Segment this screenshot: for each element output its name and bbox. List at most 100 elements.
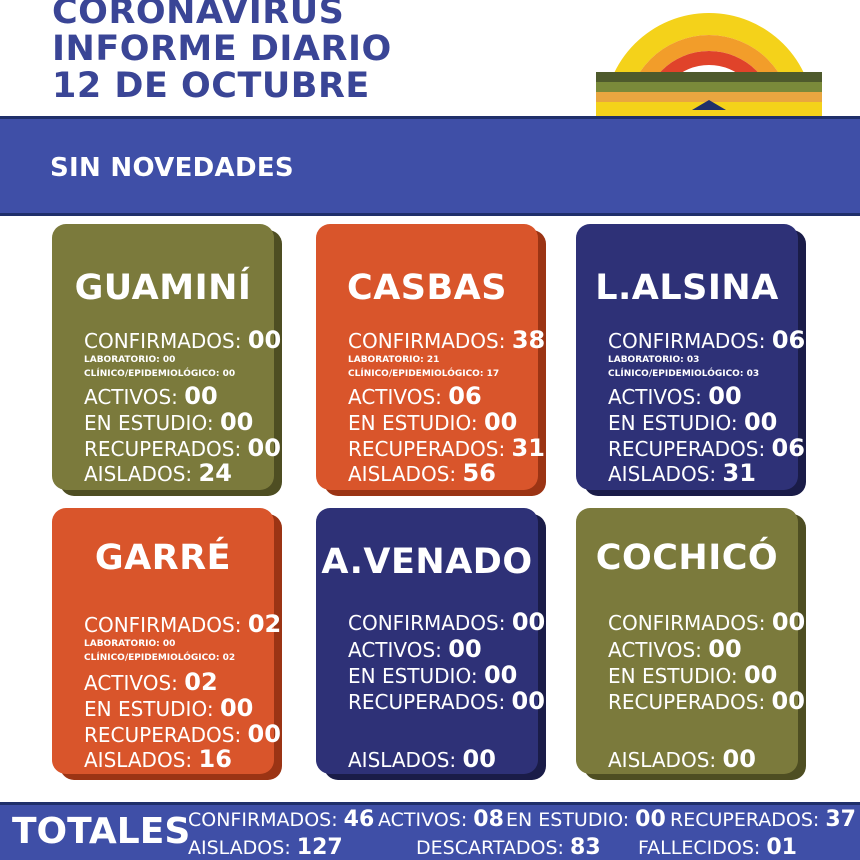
label-recuperados: RECUPERADOS:: [84, 437, 242, 461]
label-activos: ACTIVOS:: [84, 385, 178, 409]
value-aislados: 31: [722, 459, 756, 487]
value-activos: 00: [184, 382, 218, 410]
label-laboratorio: LABORATORIO:: [348, 355, 424, 365]
report-title: CORONAVIRUS INFORME DIARIO 12 DE OCTUBRE: [52, 0, 392, 105]
tile-name: GARRÉ: [94, 538, 232, 578]
totals-bar: TOTALES CONFIRMADOS: 46 ACTIVOS: 08 EN E…: [0, 802, 860, 860]
label-clinico: CLÍNICO/EPIDEMIOLÓGICO:: [348, 369, 484, 379]
tile-lalsina: L.ALSINA CONFIRMADOS: 06 LABORATORIO: 03…: [576, 224, 806, 496]
value-activos: 06: [448, 382, 482, 410]
total-en-estudio-label: EN ESTUDIO:: [506, 809, 630, 831]
label-aislados: AISLADOS:: [348, 748, 457, 772]
total-en-estudio-value: 00: [635, 807, 666, 832]
total-recuperados-label: RECUPERADOS:: [670, 809, 820, 831]
value-laboratorio: 21: [426, 355, 440, 365]
tile-name: COCHICÓ: [595, 538, 779, 578]
total-confirmados-value: 46: [343, 807, 375, 832]
value-en-estudio: 00: [483, 408, 518, 436]
total-aislados-value: 127: [296, 835, 343, 860]
label-en-estudio: EN ESTUDIO:: [84, 697, 214, 721]
label-en-estudio: EN ESTUDIO:: [608, 411, 738, 435]
total-descartados-value: 83: [570, 835, 601, 860]
label-laboratorio: LABORATORIO:: [608, 355, 684, 365]
total-recuperados: RECUPERADOS: 37: [670, 807, 856, 832]
label-activos: ACTIVOS:: [608, 638, 702, 662]
value-confirmados: 06: [771, 326, 806, 354]
label-recuperados: RECUPERADOS:: [84, 723, 242, 747]
value-recuperados: 00: [771, 687, 805, 715]
label-recuperados: RECUPERADOS:: [608, 690, 766, 714]
label-activos: ACTIVOS:: [348, 385, 442, 409]
label-clinico: CLÍNICO/EPIDEMIOLÓGICO:: [84, 653, 220, 663]
value-laboratorio: 00: [162, 355, 176, 365]
value-confirmados: 00: [511, 608, 546, 636]
value-clinico: 17: [486, 369, 500, 379]
total-fallecidos: FALLECIDOS: 01: [638, 835, 797, 860]
totals-label: TOTALES: [12, 811, 191, 852]
value-activos: 02: [184, 668, 218, 696]
total-fallecidos-label: FALLECIDOS:: [638, 837, 761, 859]
label-aislados: AISLADOS:: [348, 462, 457, 486]
tile-name: L.ALSINA: [595, 268, 779, 308]
value-en-estudio: 00: [743, 408, 778, 436]
label-aislados: AISLADOS:: [84, 462, 193, 486]
total-fallecidos-value: 01: [766, 835, 797, 860]
value-confirmados: 00: [247, 326, 282, 354]
label-recuperados: RECUPERADOS:: [348, 437, 506, 461]
total-recuperados-value: 37: [825, 807, 856, 832]
value-en-estudio: 00: [219, 694, 254, 722]
label-confirmados: CONFIRMADOS:: [348, 611, 506, 635]
total-activos: ACTIVOS: 08: [378, 807, 504, 832]
value-clinico: 03: [746, 369, 760, 379]
value-clinico: 00: [222, 369, 236, 379]
value-laboratorio: 00: [162, 639, 176, 649]
status-banner: SIN NOVEDADES: [0, 116, 860, 216]
total-en-estudio: EN ESTUDIO: 00: [506, 807, 666, 832]
total-aislados: AISLADOS: 127: [188, 835, 343, 860]
value-activos: 00: [708, 382, 742, 410]
label-recuperados: RECUPERADOS:: [348, 690, 506, 714]
title-line-1: CORONAVIRUS: [52, 0, 345, 32]
value-aislados: 24: [198, 459, 232, 487]
tile-cochico: COCHICÓ CONFIRMADOS: 00 ACTIVOS: 00 EN E…: [576, 508, 806, 780]
value-en-estudio: 00: [743, 661, 778, 689]
total-descartados-label: DESCARTADOS:: [416, 837, 564, 859]
label-activos: ACTIVOS:: [84, 671, 178, 695]
label-aislados: AISLADOS:: [84, 748, 193, 772]
tile-name: GUAMINÍ: [74, 268, 252, 308]
value-clinico: 02: [222, 653, 236, 663]
label-confirmados: CONFIRMADOS:: [84, 613, 242, 637]
value-en-estudio: 00: [483, 661, 518, 689]
title-line-2: INFORME DIARIO: [52, 29, 392, 69]
tile-name: CASBAS: [347, 268, 507, 308]
tile-guamini: GUAMINÍ CONFIRMADOS: 00 LABORATORIO: 00 …: [52, 224, 282, 496]
title-line-3: 12 DE OCTUBRE: [52, 66, 370, 106]
label-en-estudio: EN ESTUDIO:: [348, 664, 478, 688]
banner-text: SIN NOVEDADES: [50, 153, 294, 183]
value-aislados: 00: [722, 745, 756, 773]
rainbow-logo-icon: [596, 13, 822, 118]
tile-casbas: CASBAS CONFIRMADOS: 38 LABORATORIO: 21 C…: [316, 224, 546, 496]
tile-name: A.VENADO: [321, 542, 533, 582]
total-activos-label: ACTIVOS:: [378, 809, 468, 831]
label-aislados: AISLADOS:: [608, 462, 717, 486]
total-activos-value: 08: [473, 807, 504, 832]
value-aislados: 00: [462, 745, 496, 773]
value-confirmados: 00: [771, 608, 806, 636]
value-confirmados: 38: [511, 326, 546, 354]
label-laboratorio: LABORATORIO:: [84, 639, 160, 649]
value-activos: 00: [708, 635, 742, 663]
value-en-estudio: 00: [219, 408, 254, 436]
label-activos: ACTIVOS:: [348, 638, 442, 662]
label-clinico: CLÍNICO/EPIDEMIOLÓGICO:: [608, 369, 744, 379]
label-en-estudio: EN ESTUDIO:: [608, 664, 738, 688]
value-aislados: 56: [462, 459, 496, 487]
total-confirmados: CONFIRMADOS: 46: [188, 807, 374, 832]
value-recuperados: 00: [247, 720, 281, 748]
total-confirmados-label: CONFIRMADOS:: [188, 809, 338, 831]
value-recuperados: 00: [247, 434, 281, 462]
label-aislados: AISLADOS:: [608, 748, 717, 772]
value-activos: 00: [448, 635, 482, 663]
label-confirmados: CONFIRMADOS:: [84, 329, 242, 353]
value-aislados: 16: [198, 745, 232, 773]
